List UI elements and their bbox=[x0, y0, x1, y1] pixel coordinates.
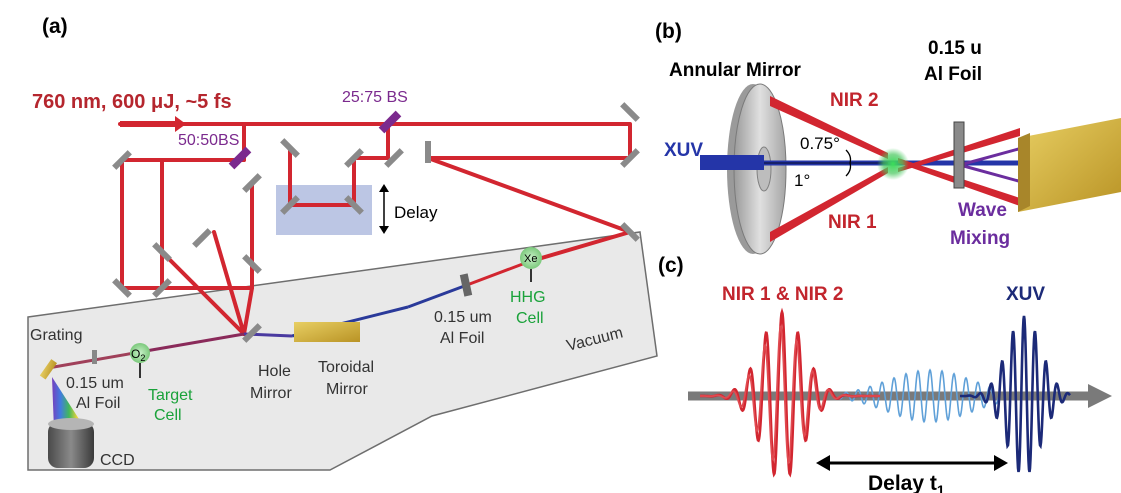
target-cell-label-1: Target bbox=[148, 387, 193, 404]
target-cell-label-2: Cell bbox=[154, 407, 182, 424]
al-foil-target-shape bbox=[92, 350, 97, 364]
beam-splitter-50-50 bbox=[228, 146, 252, 170]
nir-1-beam-in bbox=[770, 167, 888, 242]
grating-shape bbox=[39, 359, 58, 380]
grating-label: Grating bbox=[30, 327, 82, 344]
focus-glow bbox=[877, 148, 909, 180]
xuv-beam-in bbox=[700, 155, 764, 170]
al-foil-vacuum-label-2: Al Foil bbox=[440, 330, 484, 347]
input-arrow bbox=[120, 116, 186, 132]
angle-big-label: 1° bbox=[794, 171, 810, 190]
al-foil-target-label-1: 0.15 um bbox=[66, 375, 124, 392]
nir-2-label: NIR 2 bbox=[830, 90, 879, 111]
mirror bbox=[384, 148, 404, 168]
hole-mirror-label-1: Hole bbox=[258, 363, 291, 380]
mirror bbox=[620, 148, 640, 168]
delay-t1-arrow bbox=[816, 455, 1008, 471]
mirror bbox=[344, 195, 364, 215]
panel-b: (b) Annular Mirror bbox=[655, 20, 1121, 255]
mirror bbox=[344, 148, 364, 168]
mirror bbox=[112, 278, 132, 298]
mirror bbox=[280, 195, 300, 215]
angle-arc-big bbox=[845, 162, 852, 177]
angle-arc-small bbox=[845, 149, 852, 164]
mirror bbox=[242, 254, 262, 274]
mirror bbox=[112, 150, 132, 170]
mirror bbox=[620, 222, 640, 242]
target-cell-shape bbox=[130, 343, 150, 363]
mirror bbox=[152, 278, 172, 298]
nir-pulse-label: NIR 1 & NIR 2 bbox=[722, 284, 843, 305]
al-foil-target-label-2: Al Foil bbox=[76, 395, 120, 412]
laser-spec-label: 760 nm, 600 μJ, ~5 fs bbox=[32, 91, 232, 113]
al-foil-label-2: Al Foil bbox=[924, 64, 982, 85]
wave-mixing-label-1: Wave bbox=[958, 200, 1007, 221]
waveform-trace bbox=[840, 368, 1001, 424]
al-foil-shape bbox=[953, 121, 965, 189]
mirror bbox=[425, 141, 431, 163]
toroidal-label-2: Mirror bbox=[326, 381, 368, 398]
xuv-label-b: XUV bbox=[664, 140, 703, 161]
waveform-trace bbox=[960, 315, 1071, 473]
mirror bbox=[620, 102, 640, 122]
waveform-trace bbox=[700, 325, 880, 465]
hhg-cell-label-2: Cell bbox=[516, 310, 544, 327]
wave-mixing-beam-up bbox=[959, 146, 1023, 167]
o2-label: O2 bbox=[131, 347, 145, 363]
nir-2-beam-in bbox=[770, 96, 888, 159]
panel-c: (c) NIR 1 & NIR 2 XUV Delay t1 bbox=[658, 254, 1112, 493]
hhg-cell-shape bbox=[520, 247, 542, 269]
ccd-camera-icon bbox=[48, 418, 94, 468]
spectrum-fan bbox=[52, 377, 86, 430]
toroidal-label-1: Toroidal bbox=[318, 359, 374, 376]
nir-beam-path bbox=[118, 122, 632, 336]
hhg-cell-label-1: HHG bbox=[510, 289, 546, 306]
toroidal-mirror-shape bbox=[294, 322, 360, 342]
annular-mirror-label: Annular Mirror bbox=[669, 60, 802, 81]
panel-b-letter: (b) bbox=[655, 20, 682, 43]
mirror bbox=[192, 228, 212, 248]
delay-arrow-icon bbox=[379, 184, 389, 234]
mirror bbox=[242, 173, 262, 193]
xuv-pulse-label: XUV bbox=[1006, 284, 1045, 305]
mirror bbox=[152, 242, 172, 262]
detector-slab bbox=[1018, 118, 1121, 212]
hole-mirror-label-2: Mirror bbox=[250, 385, 292, 402]
mirror bbox=[280, 138, 300, 158]
panel-c-letter: (c) bbox=[658, 254, 684, 277]
delay-t1-label: Delay t1 bbox=[868, 472, 945, 493]
ccd-label: CCD bbox=[100, 452, 135, 469]
al-foil-label-1: 0.15 u bbox=[928, 38, 982, 59]
delay-label: Delay bbox=[394, 203, 438, 222]
bs-25-75-label: 25:75 BS bbox=[342, 89, 408, 106]
wave-mixing-label-2: Mixing bbox=[950, 228, 1010, 249]
angle-small-label: 0.75° bbox=[800, 134, 840, 153]
bs-50-50-label: 50:50BS bbox=[178, 132, 239, 149]
wave-mixing-beam-down bbox=[959, 163, 1023, 184]
time-axis-arrowhead bbox=[1088, 384, 1112, 408]
panel-a: (a) bbox=[27, 15, 658, 471]
al-foil-vacuum-shape bbox=[459, 273, 473, 297]
mirrors bbox=[112, 102, 640, 343]
waveforms bbox=[700, 307, 1071, 478]
vacuum-chamber bbox=[27, 231, 658, 471]
nir-1-label: NIR 1 bbox=[828, 212, 877, 233]
al-foil-vacuum-label-1: 0.15 um bbox=[434, 309, 492, 326]
beam-splitter-25-75 bbox=[378, 110, 402, 134]
panel-a-letter: (a) bbox=[42, 15, 68, 38]
xe-label: Xe bbox=[524, 253, 537, 265]
hole-mirror-shape bbox=[242, 323, 262, 343]
